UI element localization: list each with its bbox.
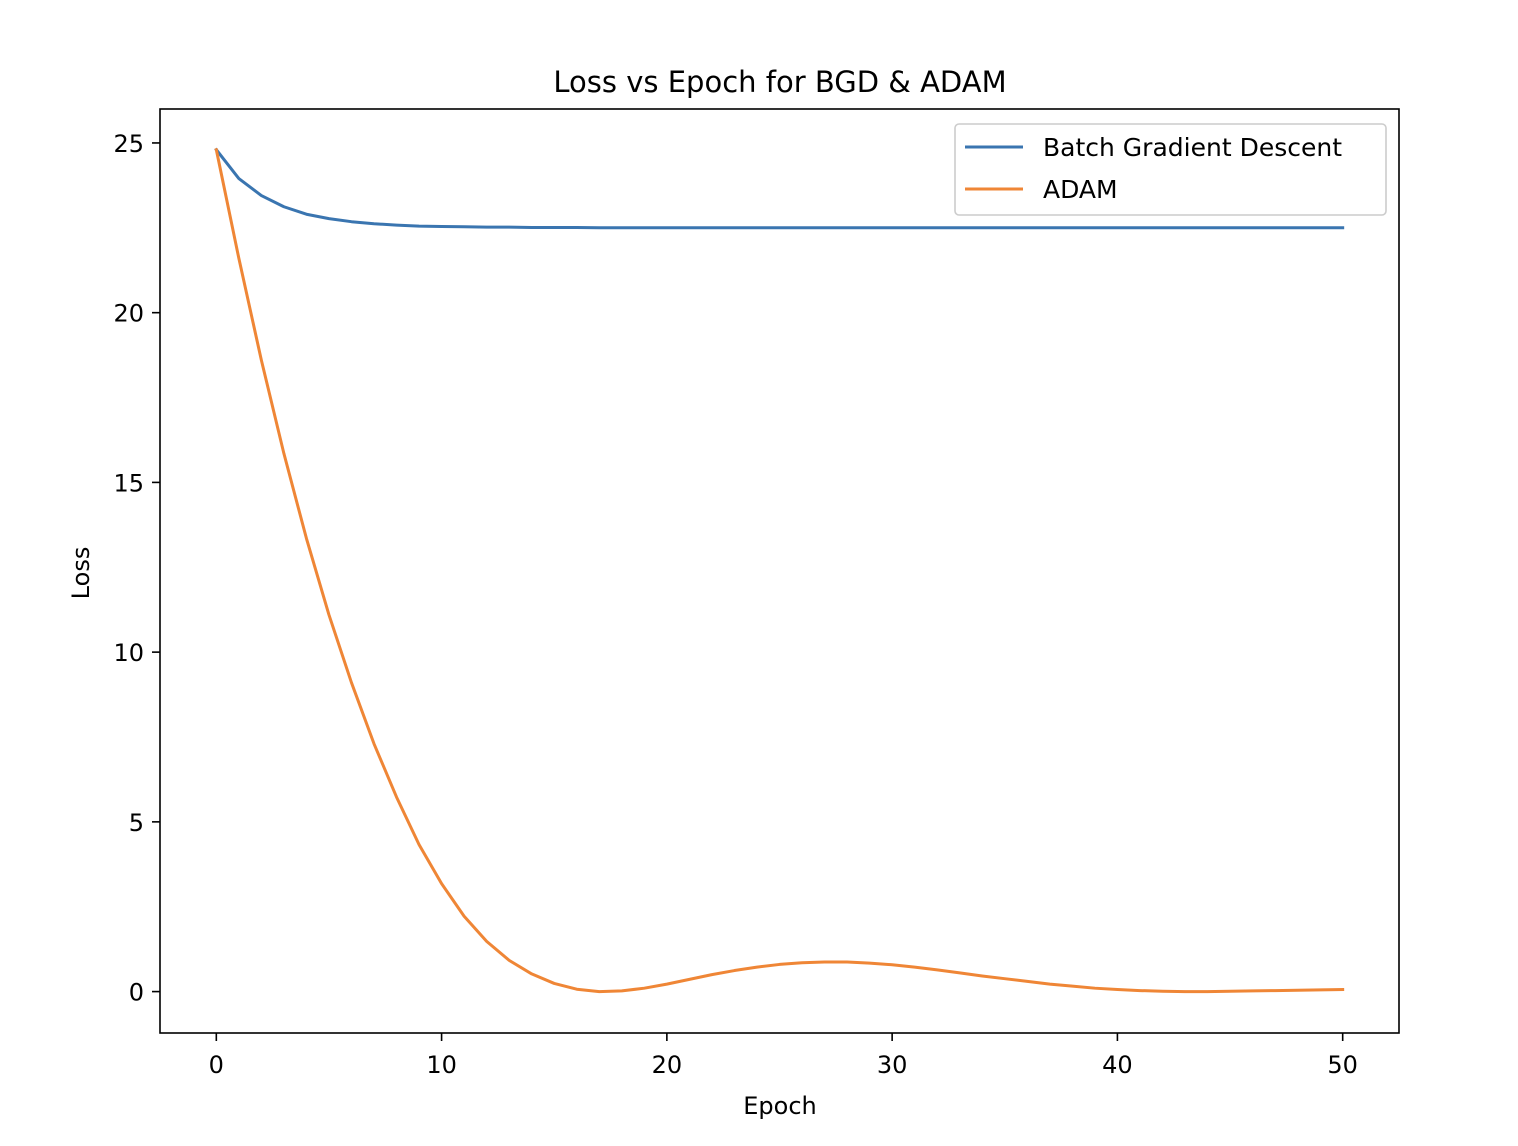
x-tick-label: 30 [877, 1051, 908, 1079]
series-line-adam [214, 147, 1345, 994]
y-tick-label: 15 [113, 469, 144, 497]
x-tick-label: 0 [209, 1051, 224, 1079]
y-tick-label: 0 [129, 979, 144, 1007]
x-tick-label: 10 [426, 1051, 457, 1079]
plot-frame [159, 108, 1400, 1034]
y-tick-label: 25 [113, 130, 144, 158]
x-axis-label: Epoch [743, 1092, 817, 1120]
legend: Batch Gradient Descent ADAM [954, 123, 1387, 216]
legend-box [954, 123, 1387, 216]
x-tick-label: 40 [1102, 1051, 1133, 1079]
y-axis-label: Loss [67, 547, 95, 600]
series-layer [214, 147, 1345, 994]
x-tick-label: 20 [652, 1051, 683, 1079]
y-tick-label: 20 [113, 300, 144, 328]
legend-label: ADAM [1043, 175, 1118, 204]
series-line-bgd [214, 147, 1345, 230]
legend-label: Batch Gradient Descent [1043, 133, 1342, 162]
y-axis: 0 5 10 15 20 25 [113, 130, 160, 1007]
y-tick-label: 5 [129, 809, 144, 837]
y-tick-label: 10 [113, 639, 144, 667]
x-tick-label: 50 [1327, 1051, 1358, 1079]
x-axis: 0 10 20 30 40 50 [209, 1033, 1358, 1079]
chart-title: Loss vs Epoch for BGD & ADAM [553, 65, 1006, 99]
